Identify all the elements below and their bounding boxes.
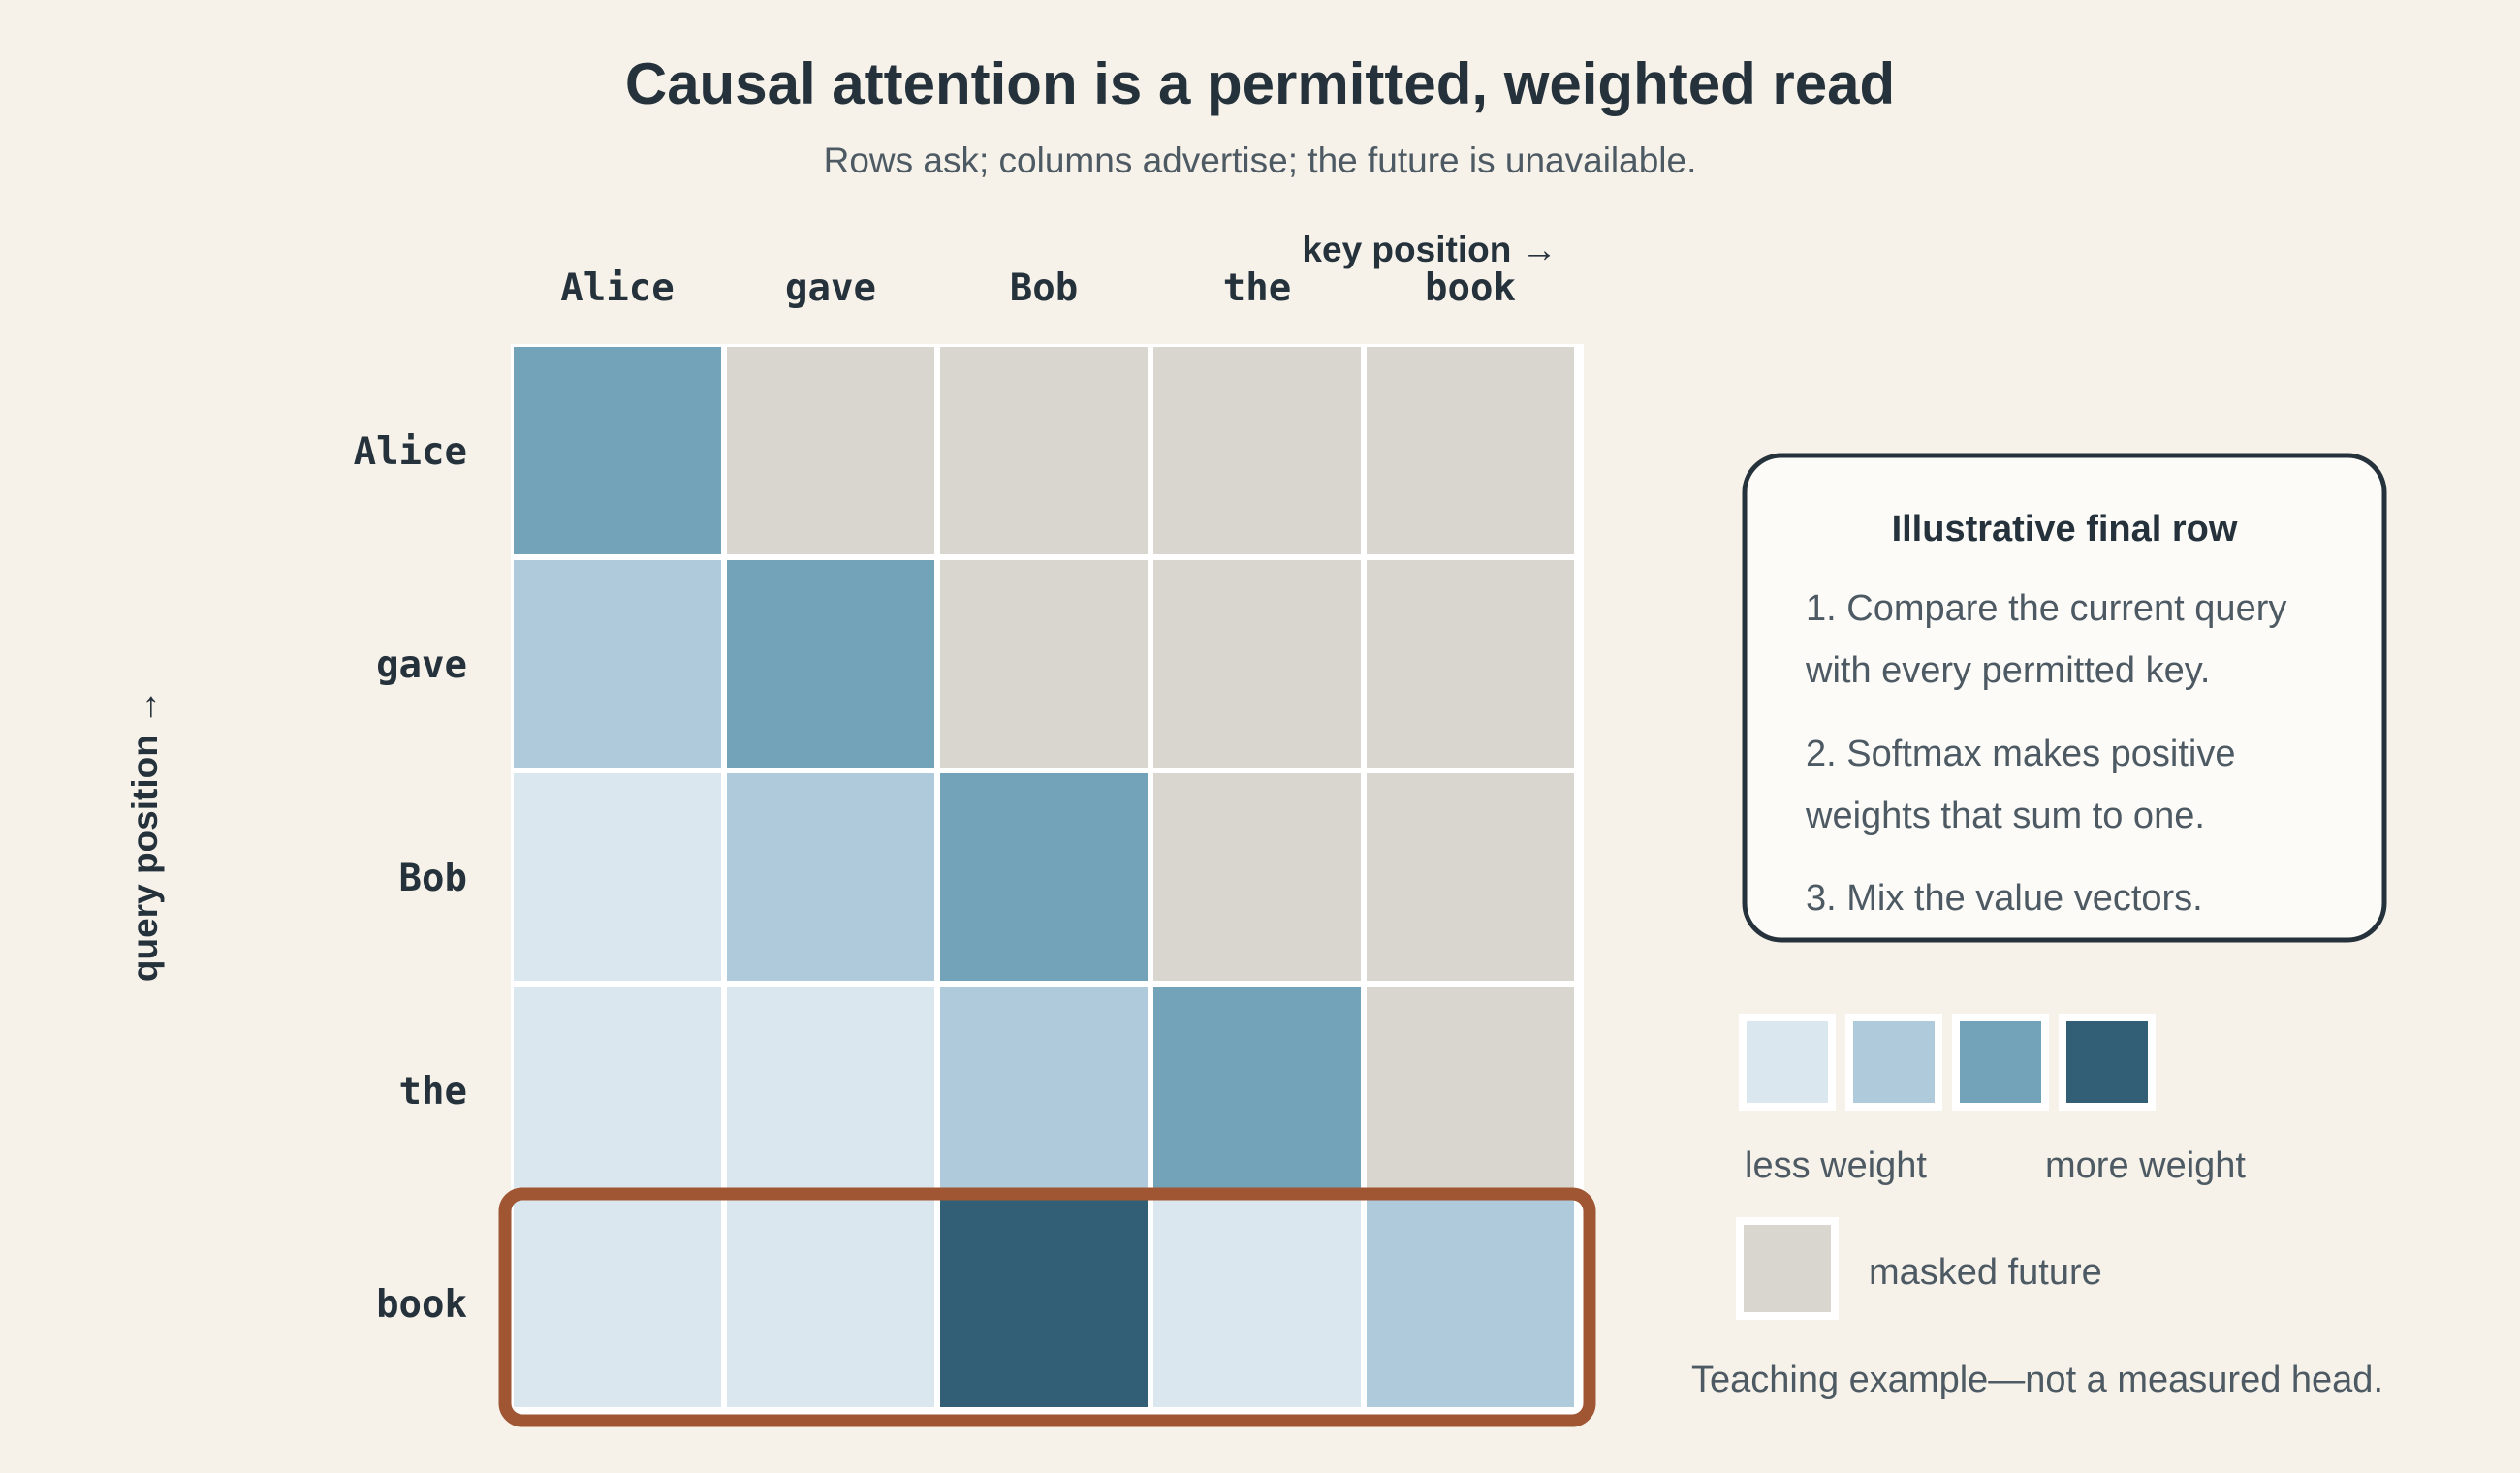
cell-gave-the (1153, 560, 1361, 768)
row-label-gave: gave (376, 643, 467, 687)
cell-the-book (1367, 987, 1574, 1194)
cell-bob-gave (727, 773, 934, 981)
cell-alice-book (1367, 347, 1574, 554)
column-label-gave: gave (785, 266, 876, 310)
note-title: Illustrative final row (1892, 509, 2238, 549)
note-frame (1742, 453, 2387, 943)
figure-title: Causal attention is a permitted, weighte… (625, 51, 1895, 116)
key-axis-label: key position → (1302, 230, 1557, 269)
cell-book-the (1153, 1200, 1361, 1407)
legend-swatch-level-4 (2059, 1014, 2156, 1111)
footnote: Teaching example—not a measured head. (1691, 1360, 2383, 1400)
cell-bob-book (1367, 773, 1574, 981)
cell-the-gave (727, 987, 934, 1194)
row-label-bob: Bob (399, 857, 467, 900)
legend-more-label: more weight (2045, 1145, 2246, 1186)
row-labels: Alice gave Bob the book (354, 430, 467, 1327)
cell-the-the (1153, 987, 1361, 1194)
cell-book-book (1367, 1200, 1574, 1407)
note-line-5: 3. Mix the value vectors. (1806, 878, 2203, 919)
note-line-3: 2. Softmax makes positive (1806, 734, 2236, 774)
cell-bob-alice (514, 773, 721, 981)
cell-gave-alice (514, 560, 721, 768)
column-label-the: the (1223, 266, 1291, 310)
query-axis-label: query position → (125, 689, 165, 982)
cell-alice-the (1153, 347, 1361, 554)
cell-alice-gave (727, 347, 934, 554)
column-label-book: book (1425, 266, 1516, 310)
cell-alice-bob (940, 347, 1148, 554)
cell-bob-the (1153, 773, 1361, 981)
cell-book-alice (514, 1200, 721, 1407)
legend-swatch-level-2 (1845, 1014, 1942, 1111)
figure-subtitle: Rows ask; columns advertise; the future … (824, 141, 1697, 180)
legend-masked-swatch (1736, 1217, 1839, 1320)
column-labels: Alice gave Bob the book (560, 266, 1516, 310)
legend-swatches (1739, 1014, 2156, 1111)
row-label-alice: Alice (354, 430, 467, 474)
row-label-the: the (399, 1070, 467, 1113)
cell-alice-alice (514, 347, 721, 554)
column-label-bob: Bob (1010, 266, 1078, 310)
legend-less-label: less weight (1745, 1145, 1927, 1186)
final-row-highlight (498, 1187, 1596, 1427)
cell-gave-gave (727, 560, 934, 768)
note-line-2: with every permitted key. (1805, 650, 2210, 691)
cell-bob-bob (940, 773, 1148, 981)
cell-the-alice (514, 987, 721, 1194)
legend-masked-label: masked future (1869, 1252, 2102, 1293)
legend-swatch-level-1 (1739, 1014, 1836, 1111)
note-line-4: weights that sum to one. (1805, 796, 2205, 836)
row-label-book: book (376, 1283, 467, 1327)
cell-book-bob (940, 1200, 1148, 1407)
note-box: Illustrative final row 1. Compare the cu… (1742, 453, 2387, 943)
cell-the-bob (940, 987, 1148, 1194)
cell-book-gave (727, 1200, 934, 1407)
heatmap-cells (514, 347, 1574, 1407)
cell-gave-bob (940, 560, 1148, 768)
legend-swatch-level-3 (1952, 1014, 2049, 1111)
cell-gave-book (1367, 560, 1574, 768)
column-label-alice: Alice (560, 266, 674, 310)
note-line-1: 1. Compare the current query (1806, 588, 2286, 629)
